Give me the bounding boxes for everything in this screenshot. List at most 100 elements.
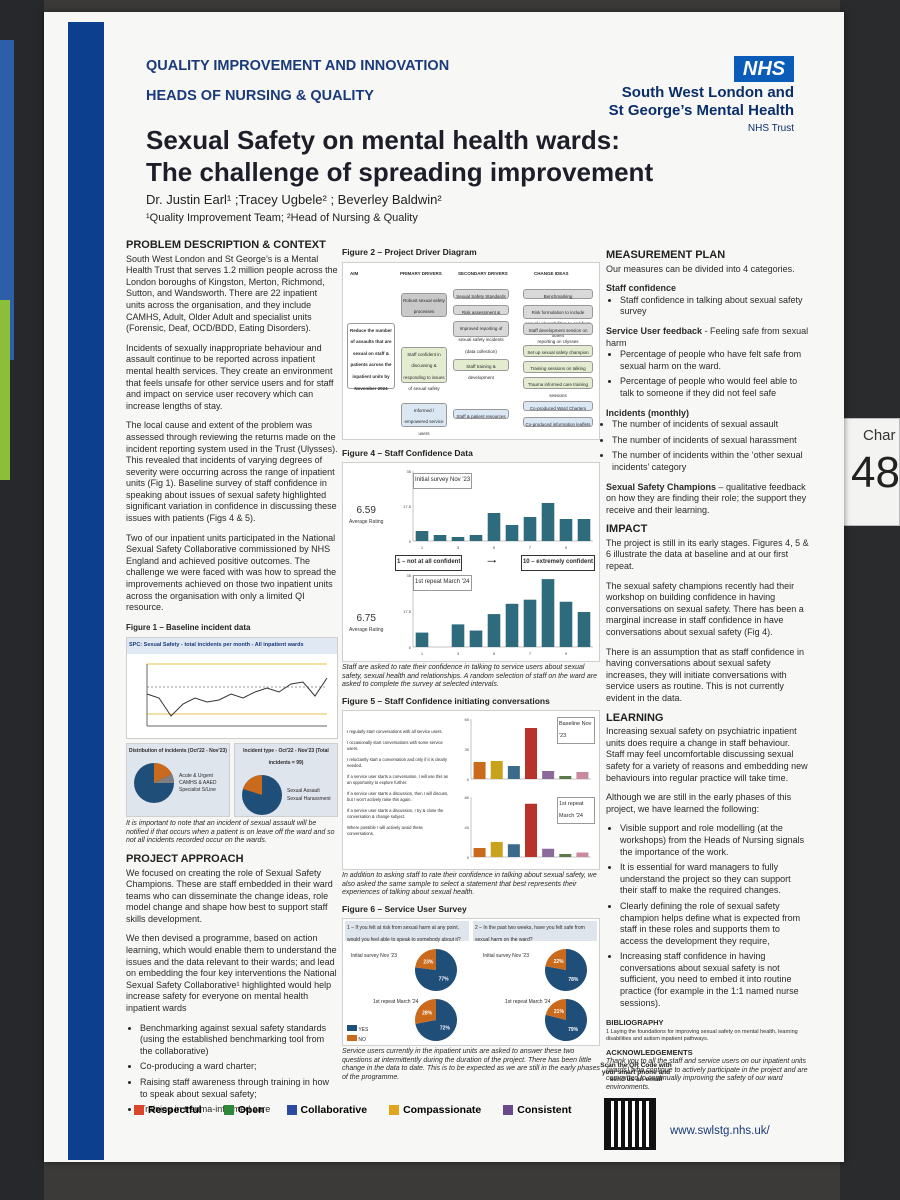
problem-p2: Incidents of sexually inappropriate beha… [126, 342, 334, 411]
measure-item: Percentage of people who have felt safe … [620, 349, 810, 372]
pie2-legend-assault: Sexual Assault [287, 787, 320, 794]
pie2-legend-harassment: Sexual Harassment [287, 795, 331, 802]
y-tick-label: 0 [409, 645, 412, 650]
bar [507, 766, 520, 780]
problem-p1: South West London and St George’s is a M… [126, 253, 338, 334]
impact-p3: There is an assumption that as staff con… [606, 646, 804, 703]
bar [490, 761, 503, 780]
learning-bullet: Visible support and role modelling (at t… [620, 823, 810, 858]
bar [559, 601, 573, 648]
legend-swatch-yes [347, 1025, 357, 1032]
approach-p1: We focused on creating the role of Sexua… [126, 867, 333, 924]
bar [542, 771, 555, 780]
fig5-option: Where possible I will actively avoid the… [347, 825, 423, 837]
driver-aim: Reduce the number of assaults that are s… [347, 322, 395, 391]
measure-heading: MEASUREMENT PLAN [606, 249, 726, 261]
measure-champ-text: – qualitative feedback on how they are f… [606, 481, 807, 515]
bar [576, 852, 589, 858]
value-consistent: Consistent [503, 1104, 572, 1116]
trust-line2: St George’s Mental Health [608, 102, 794, 119]
fig5-repeat-chart: 0 40 80 [465, 795, 591, 860]
fig1-note: It is important to note that an incident… [126, 820, 335, 845]
fig4-avg-repeat-value: 6.75 [356, 613, 376, 625]
bar [473, 848, 486, 858]
pie-slice-label: 22% [554, 959, 565, 965]
driver-idea: Risk formulation to include sexual vulne… [523, 304, 593, 338]
bar [505, 603, 519, 648]
fig5-baseline-chart: 0 30 60 [465, 717, 591, 782]
fig4-scale-low: 1 – not at all confident [395, 555, 463, 571]
fig6-q1-initial-pie: 77% 23% [415, 949, 457, 992]
driver-head-ideas: CHANGE IDEAS [534, 270, 569, 276]
fig4-scale: 1 – not at all confident ⟶ 10 – extremel… [395, 555, 595, 571]
fig6-q1-initial-label: Initial survey Nov '23 [351, 953, 397, 960]
driver-secondary: Risk assessment & formulation [453, 304, 509, 326]
fig6-q2-repeat-label: 1st repeat March '24 [505, 999, 551, 1006]
bar [469, 535, 483, 542]
learning-bullet: It is essential for ward managers to ful… [620, 862, 810, 897]
fig5-note: In addition to asking staff to rate thei… [342, 872, 597, 897]
measure-intro: Our measures can be divided into 4 categ… [606, 263, 795, 274]
pie-slice-label: 77% [439, 977, 450, 983]
approach-p2: We then devised a programme, based on ac… [126, 933, 337, 1014]
value-label: Compassionate [403, 1104, 482, 1116]
measure-item: The number of incidents of sexual harass… [612, 435, 810, 447]
learning-bullet: Increasing staff confidence in having co… [620, 951, 810, 1009]
fig6-q2-repeat-pie: 79% 21% [545, 999, 587, 1042]
fig4-repeat-label: 1st repeat March '24 [413, 575, 472, 591]
fig2-caption: Figure 2 – Project Driver Diagram [342, 247, 477, 257]
bar [542, 849, 555, 858]
fig6-q1-repeat-label: 1st repeat March '24 [373, 999, 419, 1006]
measure-item: The number of incidents of sexual assaul… [612, 419, 810, 431]
poster-blue-bar [68, 22, 104, 1160]
pie1-slice-specialist [154, 774, 175, 783]
driver-primary: Staff confident in discussing & respondi… [401, 346, 447, 391]
y-tick-label: 60 [465, 717, 470, 722]
fig6-note: Service users currently in the inpatient… [342, 1048, 600, 1081]
x-tick-label: 5 [493, 651, 496, 656]
driver-idea: Co-produced information leaflets [523, 416, 593, 427]
bar [507, 844, 520, 858]
qr-code-icon[interactable] [604, 1098, 656, 1150]
pie2-slice-harassment [243, 774, 262, 795]
pie-slice [415, 999, 436, 1025]
poster: QUALITY IMPROVEMENT AND INNOVATION HEADS… [44, 12, 844, 1162]
y-tick-label: 35 [407, 469, 412, 474]
measure-inc-list: The number of incidents of sexual assaul… [606, 419, 810, 473]
bar [473, 762, 486, 780]
problem-p4: Two of our inpatient units participated … [126, 532, 337, 613]
approach-bullets: Benchmarking against sexual safety stand… [126, 1023, 338, 1116]
bar [487, 513, 501, 542]
bar [433, 535, 447, 542]
pie-slice [415, 949, 436, 971]
fig1-spc-title: SPC: Sexual Safety - total incidents per… [127, 638, 337, 654]
measure-item: Percentage of people who would feel able… [620, 376, 810, 399]
impact-p2: The sexual safety champions recently had… [606, 580, 804, 638]
pie-slice-label: 28% [422, 1011, 433, 1017]
driver-idea: Training sessions on talking about sexua… [523, 360, 593, 382]
approach-bullet: Co-producing a ward charter; [140, 1061, 338, 1073]
measure-champ-heading: Sexual Safety Champions [606, 481, 717, 492]
value-compassionate: Compassionate [389, 1104, 481, 1116]
driver-head-primary: PRIMARY DRIVERS [400, 270, 442, 276]
bar [577, 519, 591, 542]
value-label: Consistent [517, 1104, 572, 1116]
bar [451, 537, 465, 542]
x-tick-label: 7 [529, 651, 532, 656]
column-right: MEASUREMENT PLAN Our measures can be div… [606, 244, 810, 1092]
pie1-legend-specialist: Specialist S/Line [179, 786, 216, 793]
fig5-baseline-label: Baseline Nov '23 [557, 717, 595, 745]
biblio-text: 1 Laying the foundations for improving s… [606, 1028, 798, 1042]
pie1-title: Distribution of incidents (Oct'22 - Nov'… [129, 748, 227, 755]
pie-slice-label: 21% [554, 1009, 565, 1015]
bar [577, 612, 591, 648]
chevron-icon [134, 1105, 144, 1116]
bar [523, 599, 537, 648]
fig4-panel: 6.59 Average Rating 6.75 Average Rating … [342, 462, 600, 663]
fig6-legend-no: NO [358, 1037, 366, 1044]
measure-su-heading: Service User feedback [606, 325, 703, 336]
website-link[interactable]: www.swlstg.nhs.uk/ [670, 1125, 770, 1137]
fig5-option: If a service user starts a discussion, I… [347, 808, 444, 820]
header-line2: HEADS OF NURSING & QUALITY [146, 88, 374, 104]
fig4-note: Staff are asked to rate their confidence… [342, 664, 597, 689]
